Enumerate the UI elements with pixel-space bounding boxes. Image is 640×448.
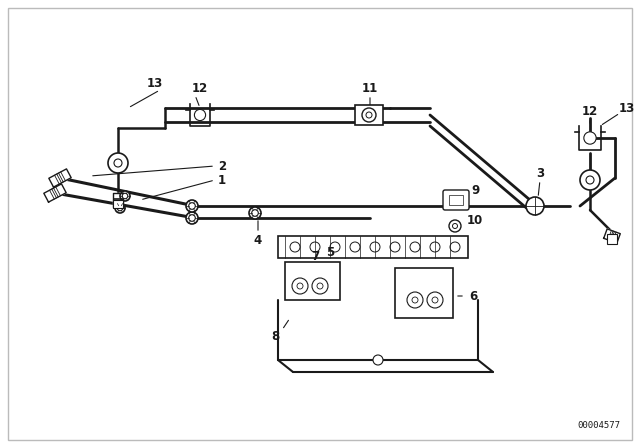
Text: 1: 1 <box>218 173 226 186</box>
Circle shape <box>252 210 259 216</box>
Bar <box>285 262 340 300</box>
Bar <box>113 200 123 208</box>
Text: 9: 9 <box>471 184 479 197</box>
Circle shape <box>108 153 128 173</box>
Circle shape <box>449 220 461 232</box>
Circle shape <box>586 176 594 184</box>
Polygon shape <box>49 169 71 187</box>
Circle shape <box>310 242 320 252</box>
Circle shape <box>390 242 400 252</box>
Circle shape <box>430 242 440 252</box>
Circle shape <box>117 205 123 211</box>
Text: 8: 8 <box>271 329 279 343</box>
Circle shape <box>120 191 130 201</box>
Circle shape <box>312 278 328 294</box>
Text: 00004577: 00004577 <box>577 421 620 430</box>
Text: 6: 6 <box>469 289 477 302</box>
Text: 7: 7 <box>311 250 319 263</box>
Text: 12: 12 <box>192 82 208 95</box>
Polygon shape <box>113 193 123 207</box>
Circle shape <box>432 297 438 303</box>
Circle shape <box>249 207 261 219</box>
Circle shape <box>297 283 303 289</box>
Text: 2: 2 <box>218 159 226 172</box>
Circle shape <box>186 212 198 224</box>
Circle shape <box>370 242 380 252</box>
Circle shape <box>584 132 596 144</box>
Circle shape <box>330 242 340 252</box>
Bar <box>449 195 463 205</box>
Text: 5: 5 <box>326 246 334 258</box>
Bar <box>278 236 468 258</box>
Circle shape <box>195 109 205 121</box>
Bar <box>395 268 453 318</box>
Circle shape <box>427 292 443 308</box>
Circle shape <box>114 159 122 167</box>
Circle shape <box>115 203 125 213</box>
Circle shape <box>189 215 195 221</box>
Text: 11: 11 <box>362 82 378 95</box>
Polygon shape <box>44 184 66 202</box>
FancyBboxPatch shape <box>443 190 469 210</box>
Circle shape <box>452 224 458 228</box>
Bar <box>607 234 617 244</box>
Text: 3: 3 <box>536 167 544 180</box>
Circle shape <box>362 108 376 122</box>
Bar <box>355 105 383 125</box>
Circle shape <box>407 292 423 308</box>
Circle shape <box>350 242 360 252</box>
Text: 10: 10 <box>467 214 483 227</box>
Circle shape <box>186 200 198 212</box>
Circle shape <box>189 202 195 209</box>
Circle shape <box>317 283 323 289</box>
Circle shape <box>373 355 383 365</box>
Circle shape <box>122 193 128 199</box>
Circle shape <box>290 242 300 252</box>
Circle shape <box>450 242 460 252</box>
Circle shape <box>412 297 418 303</box>
Text: 13: 13 <box>147 77 163 90</box>
Text: 12: 12 <box>582 104 598 117</box>
Polygon shape <box>604 229 620 243</box>
Text: 4: 4 <box>254 233 262 246</box>
Circle shape <box>580 170 600 190</box>
Text: 13: 13 <box>619 102 635 115</box>
Circle shape <box>292 278 308 294</box>
Circle shape <box>410 242 420 252</box>
Circle shape <box>366 112 372 118</box>
Circle shape <box>526 197 544 215</box>
